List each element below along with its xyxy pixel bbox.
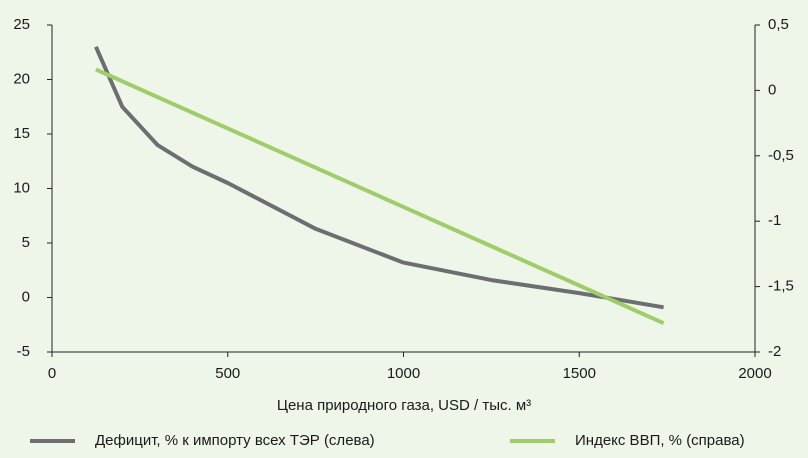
y-tick-label: 0 (22, 288, 30, 305)
y2-tick-label: -2 (768, 343, 781, 360)
y-tick-label: 10 (13, 179, 30, 196)
y-tick-label: 5 (22, 234, 30, 251)
series-line (94, 45, 664, 310)
legend-label: Индекс ВВП, % (справа) (575, 432, 745, 449)
x-tick-label: 2000 (738, 365, 771, 382)
y2-tick-label: -1 (768, 212, 781, 229)
x-axis-label: Цена природного газа, USD / тыс. м³ (277, 397, 531, 414)
y2-tick-label: -1,5 (768, 278, 794, 295)
y-tick-label: 15 (13, 125, 30, 142)
series-line (95, 67, 665, 326)
y2-tick-label: 0 (768, 81, 776, 98)
x-tick-label: 1500 (563, 365, 596, 382)
x-tick-label: 500 (215, 365, 240, 382)
y2-tick-label: -0,5 (768, 147, 794, 164)
x-tick-label: 0 (48, 365, 56, 382)
y-tick-label: -5 (17, 343, 30, 360)
y2-tick-label: 0,5 (768, 16, 789, 33)
y-tick-label: 20 (13, 70, 30, 87)
x-tick-label: 1000 (387, 365, 420, 382)
y-tick-label: 25 (13, 16, 30, 33)
legend-label: Дефицит, % к импорту всех ТЭР (слева) (95, 432, 375, 449)
